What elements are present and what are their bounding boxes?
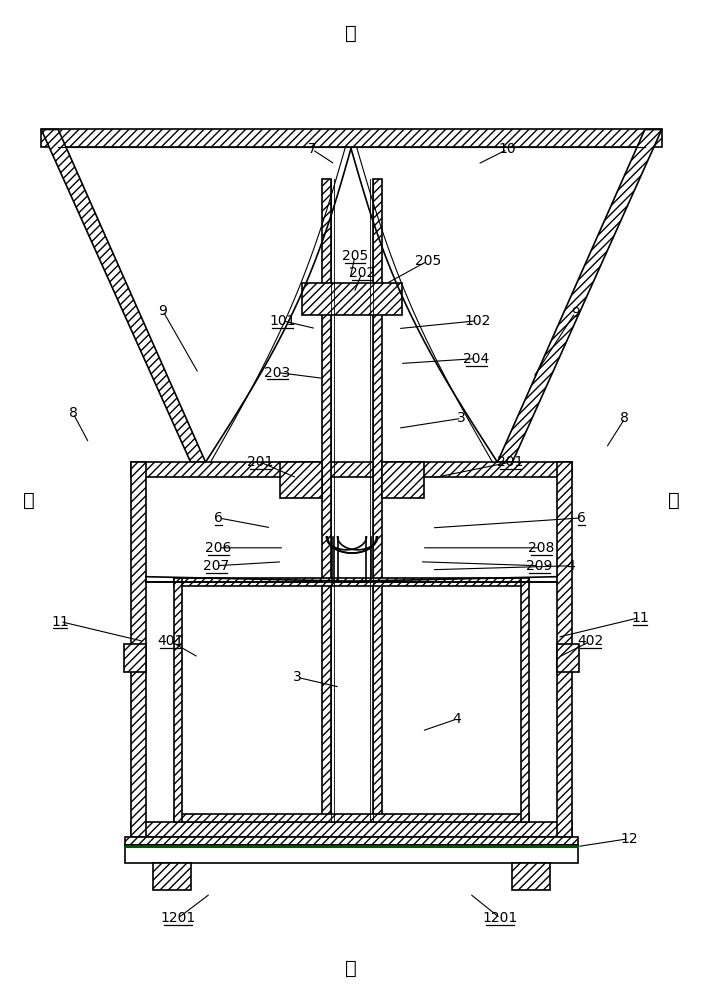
Polygon shape <box>124 644 146 672</box>
Text: 205: 205 <box>415 254 441 268</box>
Text: 9: 9 <box>571 306 579 320</box>
Text: 401: 401 <box>157 634 184 648</box>
Text: 右: 右 <box>668 490 680 510</box>
Polygon shape <box>131 462 572 477</box>
Text: 6: 6 <box>576 511 586 525</box>
Text: 102: 102 <box>464 314 491 328</box>
Polygon shape <box>302 283 402 315</box>
Text: 7: 7 <box>308 142 316 156</box>
Text: 204: 204 <box>463 352 489 366</box>
Polygon shape <box>498 129 662 462</box>
Text: 101: 101 <box>269 314 295 328</box>
Polygon shape <box>153 863 191 890</box>
Text: 6: 6 <box>214 511 223 525</box>
Text: 10: 10 <box>498 142 516 156</box>
Polygon shape <box>373 179 382 822</box>
Polygon shape <box>557 462 572 837</box>
Text: 3: 3 <box>457 411 466 425</box>
Polygon shape <box>41 129 205 462</box>
Text: 209: 209 <box>526 559 553 573</box>
Polygon shape <box>174 578 181 822</box>
Text: 11: 11 <box>51 615 69 629</box>
Text: 4: 4 <box>452 712 461 726</box>
Polygon shape <box>125 837 578 845</box>
Text: 8: 8 <box>621 411 629 425</box>
Polygon shape <box>174 578 529 586</box>
Text: 4: 4 <box>567 559 576 573</box>
Text: 9: 9 <box>158 304 167 318</box>
Text: 208: 208 <box>528 541 555 555</box>
Polygon shape <box>131 462 146 837</box>
Polygon shape <box>322 179 331 822</box>
Text: 202: 202 <box>349 266 375 280</box>
Text: 左: 左 <box>23 490 35 510</box>
Text: 207: 207 <box>203 559 230 573</box>
Polygon shape <box>41 129 662 147</box>
Text: 205: 205 <box>342 249 368 263</box>
Polygon shape <box>557 644 579 672</box>
Text: 402: 402 <box>577 634 603 648</box>
Text: 203: 203 <box>264 366 290 380</box>
Polygon shape <box>131 822 572 837</box>
Text: 下: 下 <box>345 959 357 978</box>
Text: 3: 3 <box>293 670 302 684</box>
Polygon shape <box>280 462 322 498</box>
Polygon shape <box>174 814 529 822</box>
Polygon shape <box>382 462 424 498</box>
Polygon shape <box>522 578 529 822</box>
Text: 1201: 1201 <box>160 911 195 925</box>
Text: 1201: 1201 <box>483 911 518 925</box>
Text: 8: 8 <box>69 406 77 420</box>
Polygon shape <box>125 845 578 863</box>
Text: 上: 上 <box>345 24 357 43</box>
Text: 11: 11 <box>631 611 649 625</box>
Text: 12: 12 <box>620 832 638 846</box>
Text: 201: 201 <box>497 455 524 469</box>
Text: 201: 201 <box>247 455 273 469</box>
Text: 206: 206 <box>205 541 232 555</box>
Polygon shape <box>512 863 550 890</box>
